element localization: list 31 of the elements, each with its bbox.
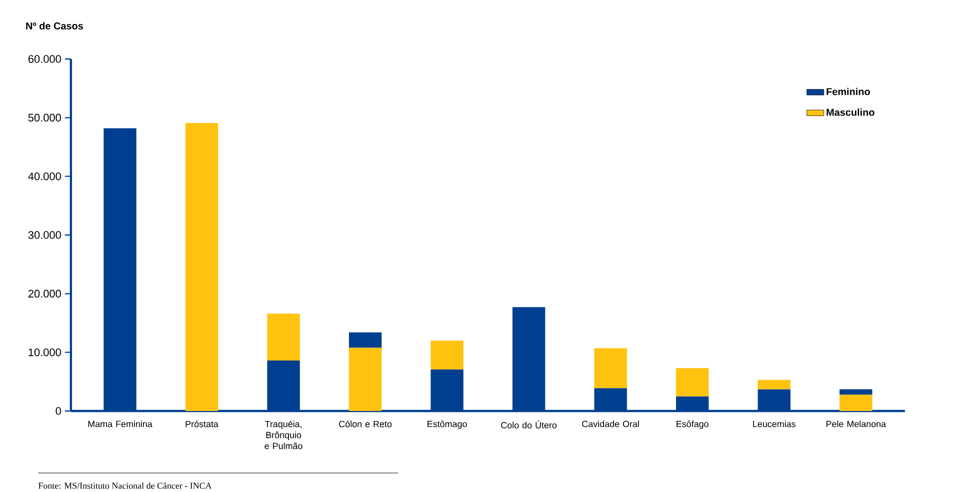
x-tick-label: Colo do Útero — [501, 420, 557, 428]
x-tick-label: Traquéia, Brônquio e Pulmão — [264, 420, 302, 450]
bar — [267, 314, 300, 361]
y-axis-title: Nº de Casos — [26, 22, 84, 30]
legend-label: Masculino — [826, 108, 874, 116]
y-tick-label: 10.000 — [28, 348, 61, 356]
bar — [840, 394, 872, 411]
y-tick-label: 40.000 — [28, 172, 61, 180]
legend-label: Feminino — [826, 88, 870, 96]
x-tick-label: Cavidade Oral — [582, 420, 639, 428]
x-tick-label: Cólon e Reto — [339, 420, 392, 428]
y-tick-label: 60.000 — [28, 55, 61, 63]
y-tick-label: 50.000 — [28, 114, 61, 122]
x-tick-label: Próstata — [186, 420, 218, 428]
bar — [758, 380, 790, 390]
x-tick-label: Estômago — [428, 420, 467, 429]
bar — [840, 389, 872, 395]
bar — [676, 368, 709, 396]
bar — [430, 340, 464, 370]
y-tick-label: 0 — [56, 407, 61, 415]
bar — [594, 348, 627, 388]
bar — [348, 332, 382, 348]
bar — [185, 122, 218, 411]
x-tick-label: Pele Melanona — [826, 420, 886, 428]
x-tick-label: Esôfago — [676, 420, 708, 429]
source-note: Fonte: MS/Instituto Nacional de Câncer - INCA — [38, 482, 212, 489]
x-tick-label: Mama Feminina — [88, 420, 152, 428]
y-tick-label: 30.000 — [28, 231, 61, 239]
x-tick-label: Leucemias — [753, 420, 796, 428]
y-tick-label: 20.000 — [28, 290, 61, 298]
bar — [348, 348, 382, 411]
